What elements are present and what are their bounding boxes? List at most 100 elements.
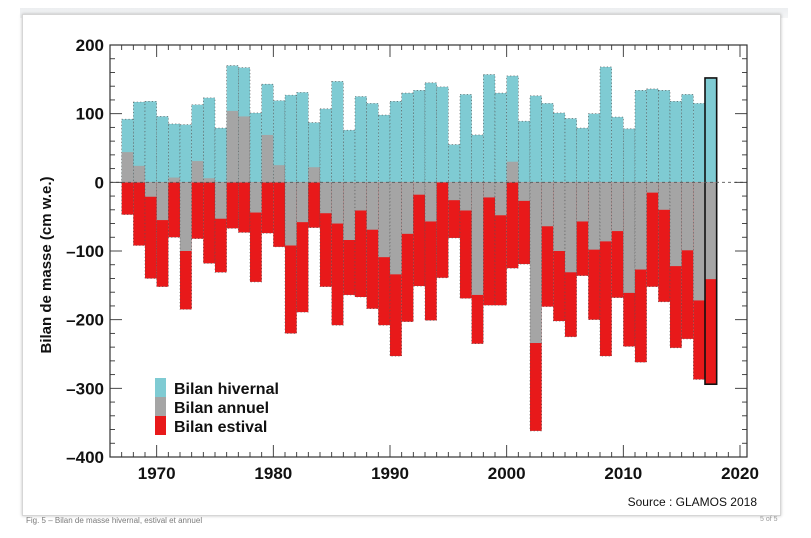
bar-group-1989 (378, 114, 391, 326)
bar-group-1984 (319, 108, 332, 288)
bar-outline-1991 (401, 92, 414, 323)
bar-outline-2017 (704, 77, 718, 386)
bar-group-1976 (226, 65, 239, 229)
x-tick-label: 1970 (138, 464, 176, 483)
bar-group-1981 (284, 94, 297, 334)
y-tick-label: 100 (76, 105, 104, 124)
y-tick-label: –300 (66, 379, 104, 398)
bar-summer-2012 (646, 182, 659, 287)
bar-annual-1972 (180, 182, 192, 251)
bar-summer-2006 (576, 182, 589, 276)
bar-annual-2000 (506, 161, 519, 183)
bar-annual-1973 (191, 161, 204, 183)
bar-summer-1994 (436, 182, 449, 278)
bar-group-1972 (179, 124, 192, 310)
bar-group-2012 (646, 88, 659, 288)
bar-outline-1990 (389, 101, 402, 357)
bar-summer-1980 (273, 182, 285, 247)
bar-winter-1984 (320, 108, 332, 183)
bar-winter-1967 (121, 119, 134, 183)
bar-summer-2007 (588, 182, 600, 320)
bar-summer-1995 (448, 182, 460, 238)
bar-group-1982 (296, 92, 309, 313)
bar-winter-2016 (693, 103, 705, 183)
legend-swatch-summer (155, 416, 166, 435)
bar-group-1998 (483, 74, 496, 306)
bar-group-1975 (214, 127, 227, 273)
bar-winter-1969 (145, 101, 157, 183)
bars-layer (121, 65, 718, 432)
bar-winter-1993 (425, 82, 437, 183)
bar-winter-1971 (168, 123, 180, 183)
bar-outline-1976 (226, 65, 239, 229)
bar-annual-1975 (215, 182, 227, 219)
bar-summer-1999 (495, 182, 507, 306)
bar-group-2014 (669, 101, 682, 349)
bar-group-1967 (121, 118, 134, 215)
bar-summer-1978 (250, 182, 262, 282)
bar-winter-1995 (448, 144, 460, 183)
bar-summer-2013 (658, 182, 670, 302)
y-tick-label: 200 (76, 36, 104, 55)
bar-outline-1987 (354, 96, 367, 298)
bar-annual-1980 (273, 165, 285, 183)
bar-group-1991 (401, 92, 414, 323)
bar-annual-2016 (693, 182, 705, 301)
figure-caption: Fig. 5 – Bilan de masse hivernal, estiva… (26, 516, 203, 525)
bar-summer-1982 (296, 182, 309, 313)
bar-summer-1985 (331, 182, 344, 326)
bar-summer-1975 (215, 182, 227, 273)
bar-annual-2003 (541, 182, 554, 227)
bar-summer-2000 (506, 182, 519, 269)
bar-annual-2002 (530, 182, 542, 344)
bar-outline-2010 (623, 128, 636, 347)
y-tick-label: 0 (95, 173, 104, 192)
bar-group-2006 (576, 127, 589, 277)
bar-winter-1986 (343, 130, 355, 183)
page-indicator: 5 of 5 (760, 516, 778, 523)
bar-group-1979 (261, 83, 274, 234)
bar-summer-1969 (145, 182, 157, 279)
bar-group-2009 (611, 116, 624, 298)
bar-annual-1989 (378, 182, 390, 258)
bar-annual-1984 (320, 182, 332, 214)
bar-outline-1996 (459, 94, 472, 299)
bar-group-1997 (471, 134, 484, 345)
bar-summer-1998 (483, 182, 495, 306)
bar-group-1985 (331, 81, 344, 326)
bar-group-2005 (564, 118, 577, 338)
bar-group-2003 (541, 103, 554, 307)
bar-outline-2012 (646, 88, 659, 288)
bar-summer-1984 (320, 182, 332, 287)
legend-label-summer: Bilan estival (174, 419, 267, 436)
bar-winter-1989 (378, 115, 390, 183)
bar-summer-1988 (366, 182, 379, 309)
bar-winter-2009 (611, 117, 624, 183)
bar-summer-1973 (191, 182, 204, 239)
bar-winter-2010 (623, 128, 635, 183)
bar-winter-1968 (133, 101, 145, 183)
bar-outline-2013 (658, 90, 671, 303)
bar-group-1968 (133, 101, 146, 246)
bar-annual-2013 (658, 182, 670, 210)
bar-annual-1970 (156, 182, 169, 221)
bar-annual-1976 (226, 110, 239, 183)
bar-winter-2012 (646, 88, 659, 183)
bar-winter-1998 (483, 74, 495, 183)
bar-group-1987 (354, 96, 367, 298)
bar-winter-2006 (576, 128, 589, 183)
bar-group-2015 (681, 94, 694, 340)
bar-group-1999 (494, 92, 507, 306)
bar-outline-2005 (564, 118, 577, 338)
bar-winter-2000 (506, 75, 519, 183)
source-label: Source : GLAMOS 2018 (628, 495, 758, 509)
bar-annual-1999 (495, 182, 507, 216)
bar-annual-2005 (565, 182, 577, 273)
bar-outline-1967 (121, 118, 134, 215)
bar-annual-1992 (413, 182, 425, 195)
bar-annual-1995 (448, 182, 460, 201)
bar-annual-2006 (576, 182, 589, 222)
bar-group-2001 (518, 120, 531, 265)
bar-winter-1997 (471, 134, 484, 183)
bar-winter-1985 (331, 81, 344, 183)
